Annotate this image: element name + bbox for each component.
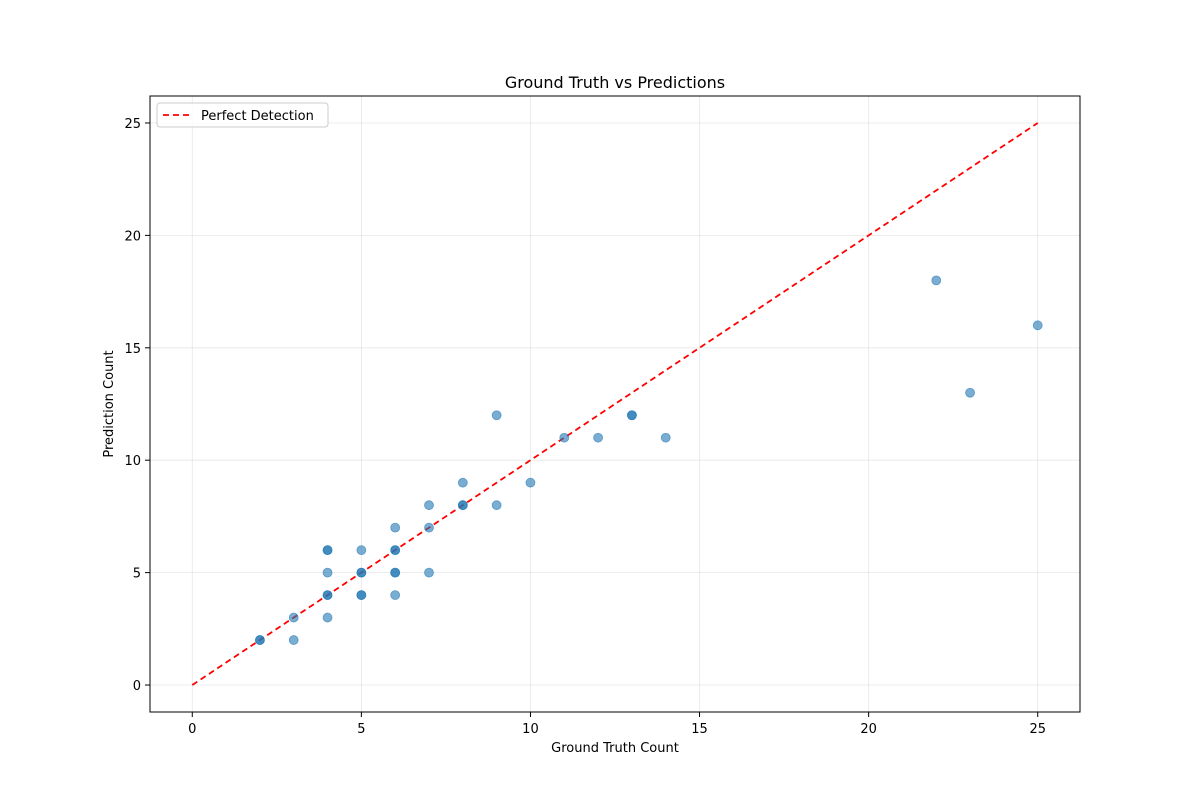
scatter-point bbox=[322, 590, 333, 600]
scatter-point bbox=[491, 500, 502, 511]
x-tick-label: 5 bbox=[357, 722, 365, 737]
y-axis-label: Prediction Count bbox=[102, 350, 117, 457]
scatter-point bbox=[322, 567, 333, 578]
chart-title: Ground Truth vs Predictions bbox=[505, 73, 725, 92]
x-tick-label: 25 bbox=[1029, 722, 1046, 737]
scatter-point bbox=[356, 545, 367, 556]
scatter-point bbox=[356, 590, 367, 600]
scatter-point bbox=[322, 545, 333, 556]
scatter-point bbox=[593, 432, 603, 443]
scatter-point bbox=[356, 567, 367, 578]
legend-label-perfect-detection: Perfect Detection bbox=[201, 109, 314, 124]
x-axis-ticks: 0 5 10 15 20 25 bbox=[188, 712, 1046, 737]
scatter-point bbox=[424, 567, 434, 578]
scatter-point bbox=[390, 590, 401, 600]
legend: Perfect Detection bbox=[156, 102, 329, 128]
scatter-point bbox=[525, 477, 536, 488]
scatter-point bbox=[1032, 320, 1043, 331]
scatter-point bbox=[322, 612, 333, 623]
scatter-point bbox=[390, 567, 401, 578]
y-tick-label: 5 bbox=[133, 567, 141, 582]
scatter-point bbox=[491, 410, 502, 421]
x-tick-label: 10 bbox=[522, 722, 539, 737]
scatter-point bbox=[627, 410, 637, 421]
scatter-point bbox=[424, 500, 434, 511]
y-tick-label: 0 bbox=[133, 679, 141, 694]
x-tick-label: 20 bbox=[860, 722, 877, 737]
scatter-point bbox=[457, 477, 468, 488]
scatter-points-layer bbox=[255, 275, 1043, 645]
x-tick-label: 15 bbox=[691, 722, 708, 737]
plot-frame bbox=[149, 95, 1081, 713]
x-axis-label: Ground Truth Count bbox=[551, 741, 679, 756]
scatter-point bbox=[660, 432, 671, 443]
y-tick-label: 10 bbox=[124, 454, 141, 469]
grid bbox=[150, 96, 1080, 712]
scatter-point bbox=[424, 522, 434, 533]
y-tick-label: 15 bbox=[124, 342, 141, 357]
scatter-point bbox=[457, 500, 468, 511]
legend-frame bbox=[156, 102, 329, 128]
scatter-point bbox=[288, 612, 299, 623]
scatter-point bbox=[390, 545, 401, 556]
y-tick-label: 25 bbox=[124, 117, 141, 132]
scatter-point bbox=[390, 522, 401, 533]
x-tick-label: 0 bbox=[188, 722, 196, 737]
scatter-point bbox=[931, 275, 942, 286]
y-axis-ticks: 0 5 10 15 20 25 bbox=[124, 117, 150, 694]
y-tick-label: 20 bbox=[124, 229, 141, 244]
scatter-point bbox=[288, 635, 299, 645]
scatter-point bbox=[965, 387, 975, 398]
scatter-point bbox=[559, 432, 570, 443]
scatter-point bbox=[255, 635, 265, 645]
